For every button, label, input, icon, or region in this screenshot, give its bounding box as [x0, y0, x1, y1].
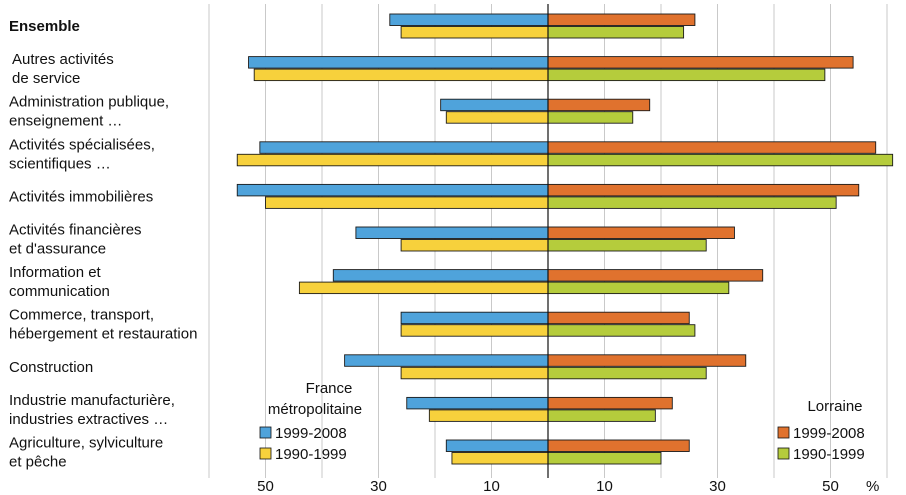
- x-tick-label: 50: [257, 478, 274, 495]
- category-label: Administration publique,: [9, 94, 169, 111]
- bar-left-1990-1999-activites-financieres: [400, 239, 549, 252]
- bar-right-1999-2008-information-et: [547, 269, 764, 282]
- bar-right-1999-2008-agriculture-sylviculture: [547, 439, 690, 452]
- bar-right-1999-2008-construction: [547, 354, 747, 367]
- category-label: Activités spécialisées,: [9, 136, 155, 153]
- x-tick-labels: 50 30 10 10 30 50: [257, 478, 839, 495]
- legend-left-label-1990-1999: 1990-1999: [275, 446, 347, 463]
- bar-left-1999-2008-commerce-transport: [400, 311, 549, 325]
- x-tick-label: 50: [822, 478, 839, 495]
- legend-right-title: Lorraine: [807, 398, 862, 415]
- category-label: et d'assurance: [9, 241, 106, 258]
- bar-left-1999-2008-activites-specialisees: [259, 141, 549, 154]
- bar-left-1990-1999-ensemble: [400, 26, 549, 39]
- category-label: Agriculture, sylviculture: [9, 435, 163, 452]
- bar-right-1990-1999-industrie-manufacturiere: [547, 409, 656, 422]
- bar-left-1999-2008-ensemble: [389, 13, 549, 26]
- x-tick-label: 30: [709, 478, 726, 495]
- grid-lines: [208, 4, 888, 478]
- legend-left-title-line2: métropolitaine: [268, 401, 362, 418]
- bar-left-1990-1999-agriculture-sylviculture: [451, 452, 549, 465]
- category-label: Construction: [9, 359, 93, 376]
- bar-right-1999-2008-ensemble: [547, 13, 696, 26]
- bar-right-1990-1999-autres-activites: [547, 68, 826, 82]
- bar-left-1990-1999-construction: [400, 366, 549, 380]
- legend-right: Lorraine 1999-2008 1990-1999: [777, 398, 865, 463]
- bars: [236, 13, 894, 465]
- bar-right-1990-1999-commerce-transport: [547, 324, 696, 337]
- bar-left-1990-1999-autres-activites: [253, 68, 549, 82]
- category-label: communication: [9, 283, 110, 300]
- bar-left-1990-1999-commerce-transport: [400, 324, 549, 337]
- bar-right-1990-1999-ensemble: [547, 26, 685, 39]
- bar-left-1999-2008-activites-financieres: [355, 226, 549, 239]
- category-label: industries extractives …: [9, 411, 168, 428]
- bar-left-1999-2008-agriculture-sylviculture: [445, 439, 549, 452]
- bar-right-1990-1999-activites-specialisees: [547, 153, 894, 167]
- category-label: scientifiques …: [9, 155, 111, 172]
- category-label: et pêche: [9, 454, 67, 471]
- legend-right-label-1990-1999: 1990-1999: [793, 446, 865, 463]
- legend-left-swatch-1999-2008: [259, 426, 272, 439]
- category-label: Information et: [9, 264, 102, 281]
- bar-left-1999-2008-industrie-manufacturiere: [406, 396, 549, 410]
- legend-left-swatch-1990-1999: [259, 447, 272, 460]
- bar-left-1999-2008-autres-activites: [248, 56, 549, 69]
- legend-left-title-line1: France: [306, 380, 353, 397]
- legend-left-label-1999-2008: 1999-2008: [275, 425, 347, 442]
- bar-right-1999-2008-administration-publique: [547, 98, 651, 112]
- x-tick-label: 10: [596, 478, 613, 495]
- category-label: Autres activités: [12, 51, 114, 68]
- x-unit-label: %: [866, 478, 879, 495]
- category-label: Activités financières: [9, 222, 142, 239]
- bar-left-1990-1999-information-et: [298, 281, 549, 295]
- bar-right-1999-2008-commerce-transport: [547, 311, 690, 325]
- bar-right-1990-1999-information-et: [547, 281, 730, 295]
- bar-right-1990-1999-activites-immobilieres: [547, 196, 837, 209]
- category-label: Industrie manufacturière,: [9, 392, 175, 409]
- bar-left-1990-1999-administration-publique: [445, 111, 549, 124]
- x-tick-label: 30: [370, 478, 387, 495]
- legend-right-swatch-1999-2008: [777, 426, 790, 439]
- legend-left: France métropolitaine 1999-2008 1990-199…: [259, 380, 362, 463]
- x-tick-label: 10: [483, 478, 500, 495]
- bar-left-1990-1999-industrie-manufacturiere: [428, 409, 549, 422]
- category-label: Commerce, transport,: [9, 307, 154, 324]
- category-label: Activités immobilières: [9, 188, 153, 205]
- bar-left-1999-2008-administration-publique: [440, 98, 549, 112]
- bar-right-1999-2008-industrie-manufacturiere: [547, 396, 673, 410]
- bar-right-1999-2008-autres-activites: [547, 56, 854, 69]
- bar-left-1999-2008-information-et: [332, 269, 549, 282]
- bar-right-1990-1999-administration-publique: [547, 111, 634, 124]
- category-label: enseignement …: [9, 113, 122, 130]
- bar-right-1990-1999-construction: [547, 366, 707, 380]
- bar-right-1999-2008-activites-financieres: [547, 226, 735, 239]
- bar-right-1999-2008-activites-specialisees: [547, 141, 877, 154]
- bar-right-1990-1999-agriculture-sylviculture: [547, 452, 662, 465]
- bar-left-1999-2008-activites-immobilieres: [236, 183, 549, 197]
- bar-left-1990-1999-activites-specialisees: [236, 153, 549, 167]
- bar-right-1999-2008-activites-immobilieres: [547, 183, 860, 197]
- category-label: de service: [12, 70, 80, 87]
- bar-left-1999-2008-construction: [344, 354, 549, 367]
- bar-right-1990-1999-activites-financieres: [547, 239, 707, 252]
- legend-right-swatch-1990-1999: [777, 447, 790, 460]
- category-label: hébergement et restauration: [9, 326, 197, 343]
- category-labels: Ensemble Autres activités de service Admini…: [9, 18, 197, 471]
- bar-left-1990-1999-activites-immobilieres: [265, 196, 549, 209]
- category-label: Ensemble: [9, 18, 80, 35]
- legend-right-label-1999-2008: 1999-2008: [793, 425, 865, 442]
